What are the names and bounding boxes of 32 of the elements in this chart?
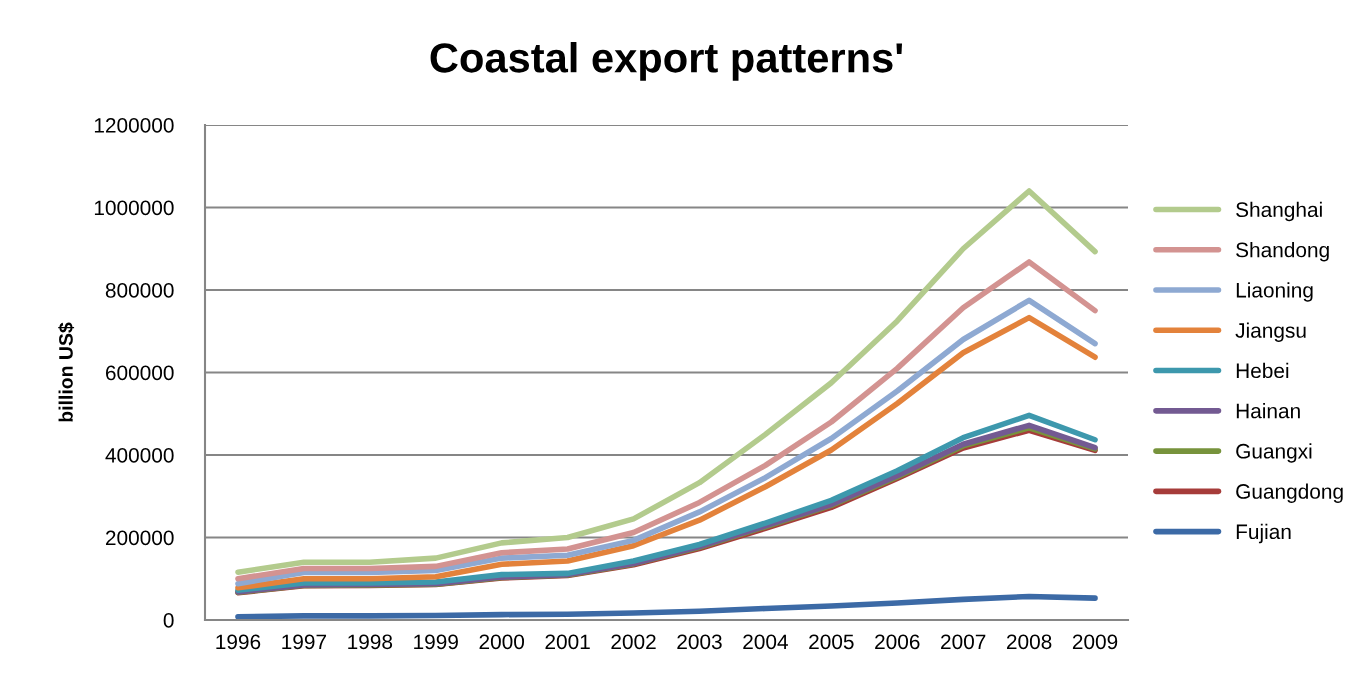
x-tick-label: 2005 — [809, 634, 854, 650]
x-tick-label: 2002 — [611, 634, 656, 650]
y-tick-label: 0 — [163, 613, 174, 628]
y-tick-label: 800000 — [105, 283, 174, 298]
legend-label: Hainan — [1236, 403, 1300, 419]
x-tick-label: 1999 — [414, 634, 458, 650]
y-tick-label: 600000 — [105, 365, 174, 381]
x-tick-label: 2004 — [743, 634, 788, 650]
x-tick-label: 2008 — [1006, 634, 1052, 650]
x-tick-label: 2007 — [941, 634, 986, 650]
legend-label: Hebei — [1236, 362, 1289, 379]
x-tick-label: 2006 — [875, 634, 920, 650]
legend-label: Shandong — [1236, 242, 1329, 262]
y-tick-label: 1000000 — [94, 200, 174, 216]
x-tick-label: 2009 — [1072, 634, 1118, 650]
x-tick-label: 1996 — [216, 634, 261, 650]
x-tick-label: 1997 — [282, 634, 327, 650]
legend-label: Guangxi — [1236, 443, 1312, 463]
x-tick-label: 2001 — [545, 634, 590, 650]
y-axis-title: billion US$ — [58, 322, 75, 422]
legend-label: Fujian — [1236, 523, 1291, 544]
legend-label: Jiangsu — [1235, 322, 1306, 342]
chart-title: Coastal export patterns' — [430, 42, 903, 81]
x-tick-label: 1998 — [348, 634, 393, 650]
y-tick-label: 200000 — [105, 530, 174, 546]
x-tick-label: 2003 — [677, 634, 722, 650]
y-tick-label: 1200000 — [94, 118, 174, 133]
x-tick-label: 2000 — [479, 634, 525, 650]
legend-label: Guangdong — [1236, 483, 1343, 503]
legend-label: Shanghai — [1236, 201, 1322, 222]
y-tick-label: 400000 — [105, 448, 174, 463]
legend-label: Liaoning — [1236, 282, 1313, 302]
